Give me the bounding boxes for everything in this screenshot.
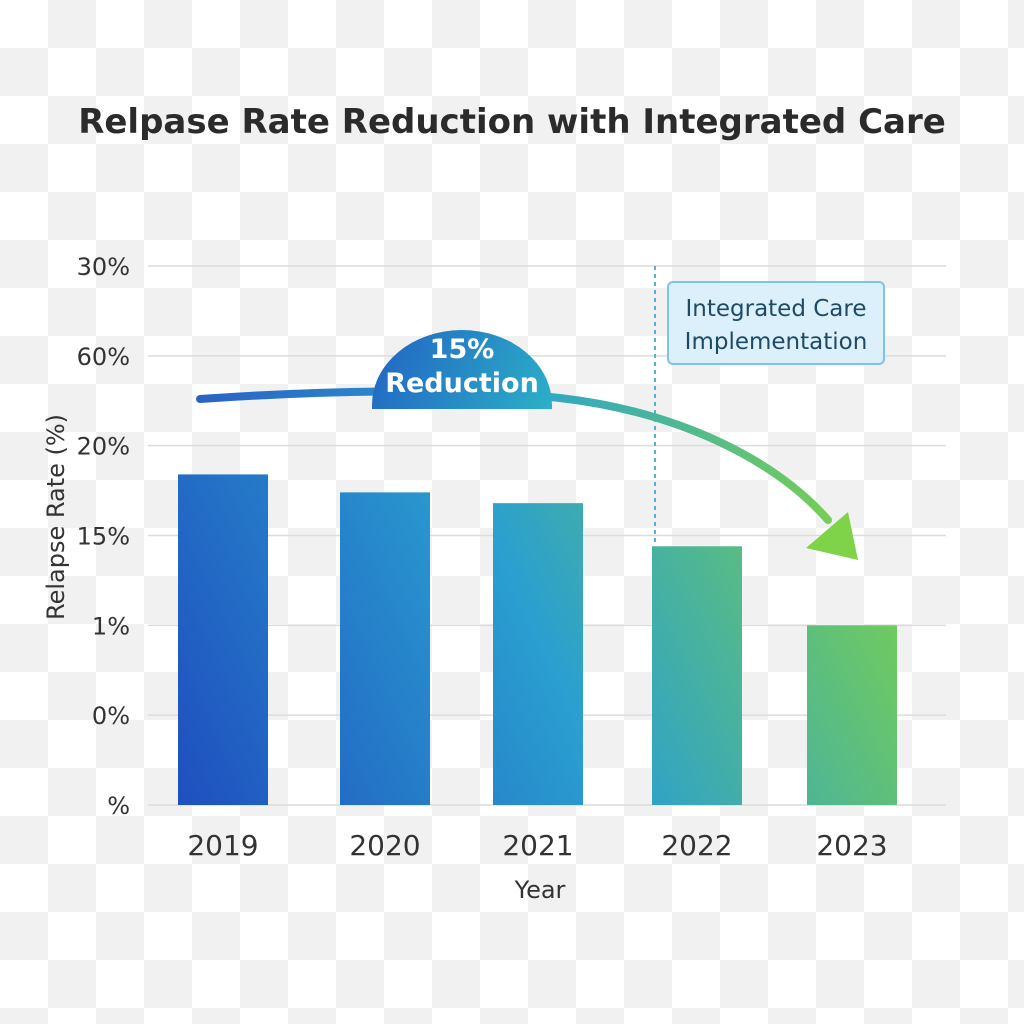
x-tick-label: 2022 (661, 829, 732, 862)
y-tick-label: 20% (77, 433, 130, 461)
bar-2019 (178, 474, 268, 805)
y-tick-label: % (107, 792, 130, 820)
x-tick-label: 2019 (187, 829, 258, 862)
x-tick-label: 2023 (816, 829, 887, 862)
bar-2020 (340, 492, 430, 805)
bar-2023 (807, 625, 897, 805)
arrow-head-icon (806, 512, 858, 560)
y-tick-label: 0% (92, 702, 130, 730)
bars (178, 474, 897, 805)
x-tick-label: 2020 (349, 829, 420, 862)
bar-2022 (652, 546, 742, 805)
y-tick-label: 15% (77, 523, 130, 551)
bar-2021 (493, 503, 583, 805)
x-tick-label: 2021 (502, 829, 573, 862)
y-tick-label: 60% (77, 343, 130, 371)
chart-title: Relpase Rate Reduction with Integrated C… (78, 102, 946, 142)
y-tick-label: 1% (92, 612, 130, 640)
y-axis-title: Relapse Rate (%) (42, 414, 70, 620)
implementation-note: Integrated Care Implementation (667, 281, 885, 365)
x-axis-ticks: 2019 2020 2021 2022 2023 (187, 829, 887, 862)
x-axis-title: Year (514, 876, 566, 904)
reduction-callout-label: Reduction (385, 368, 539, 399)
y-axis-ticks: 30% 60% 20% 15% 1% 0%% (77, 253, 130, 820)
reduction-callout: 15% Reduction (372, 330, 552, 409)
implementation-note-line2: Implementation (685, 329, 868, 355)
reduction-trend-arrow (196, 387, 858, 560)
implementation-note-line1: Integrated Care (685, 296, 866, 322)
y-tick-label: 30% (77, 253, 130, 281)
reduction-callout-value: 15% (430, 334, 495, 365)
